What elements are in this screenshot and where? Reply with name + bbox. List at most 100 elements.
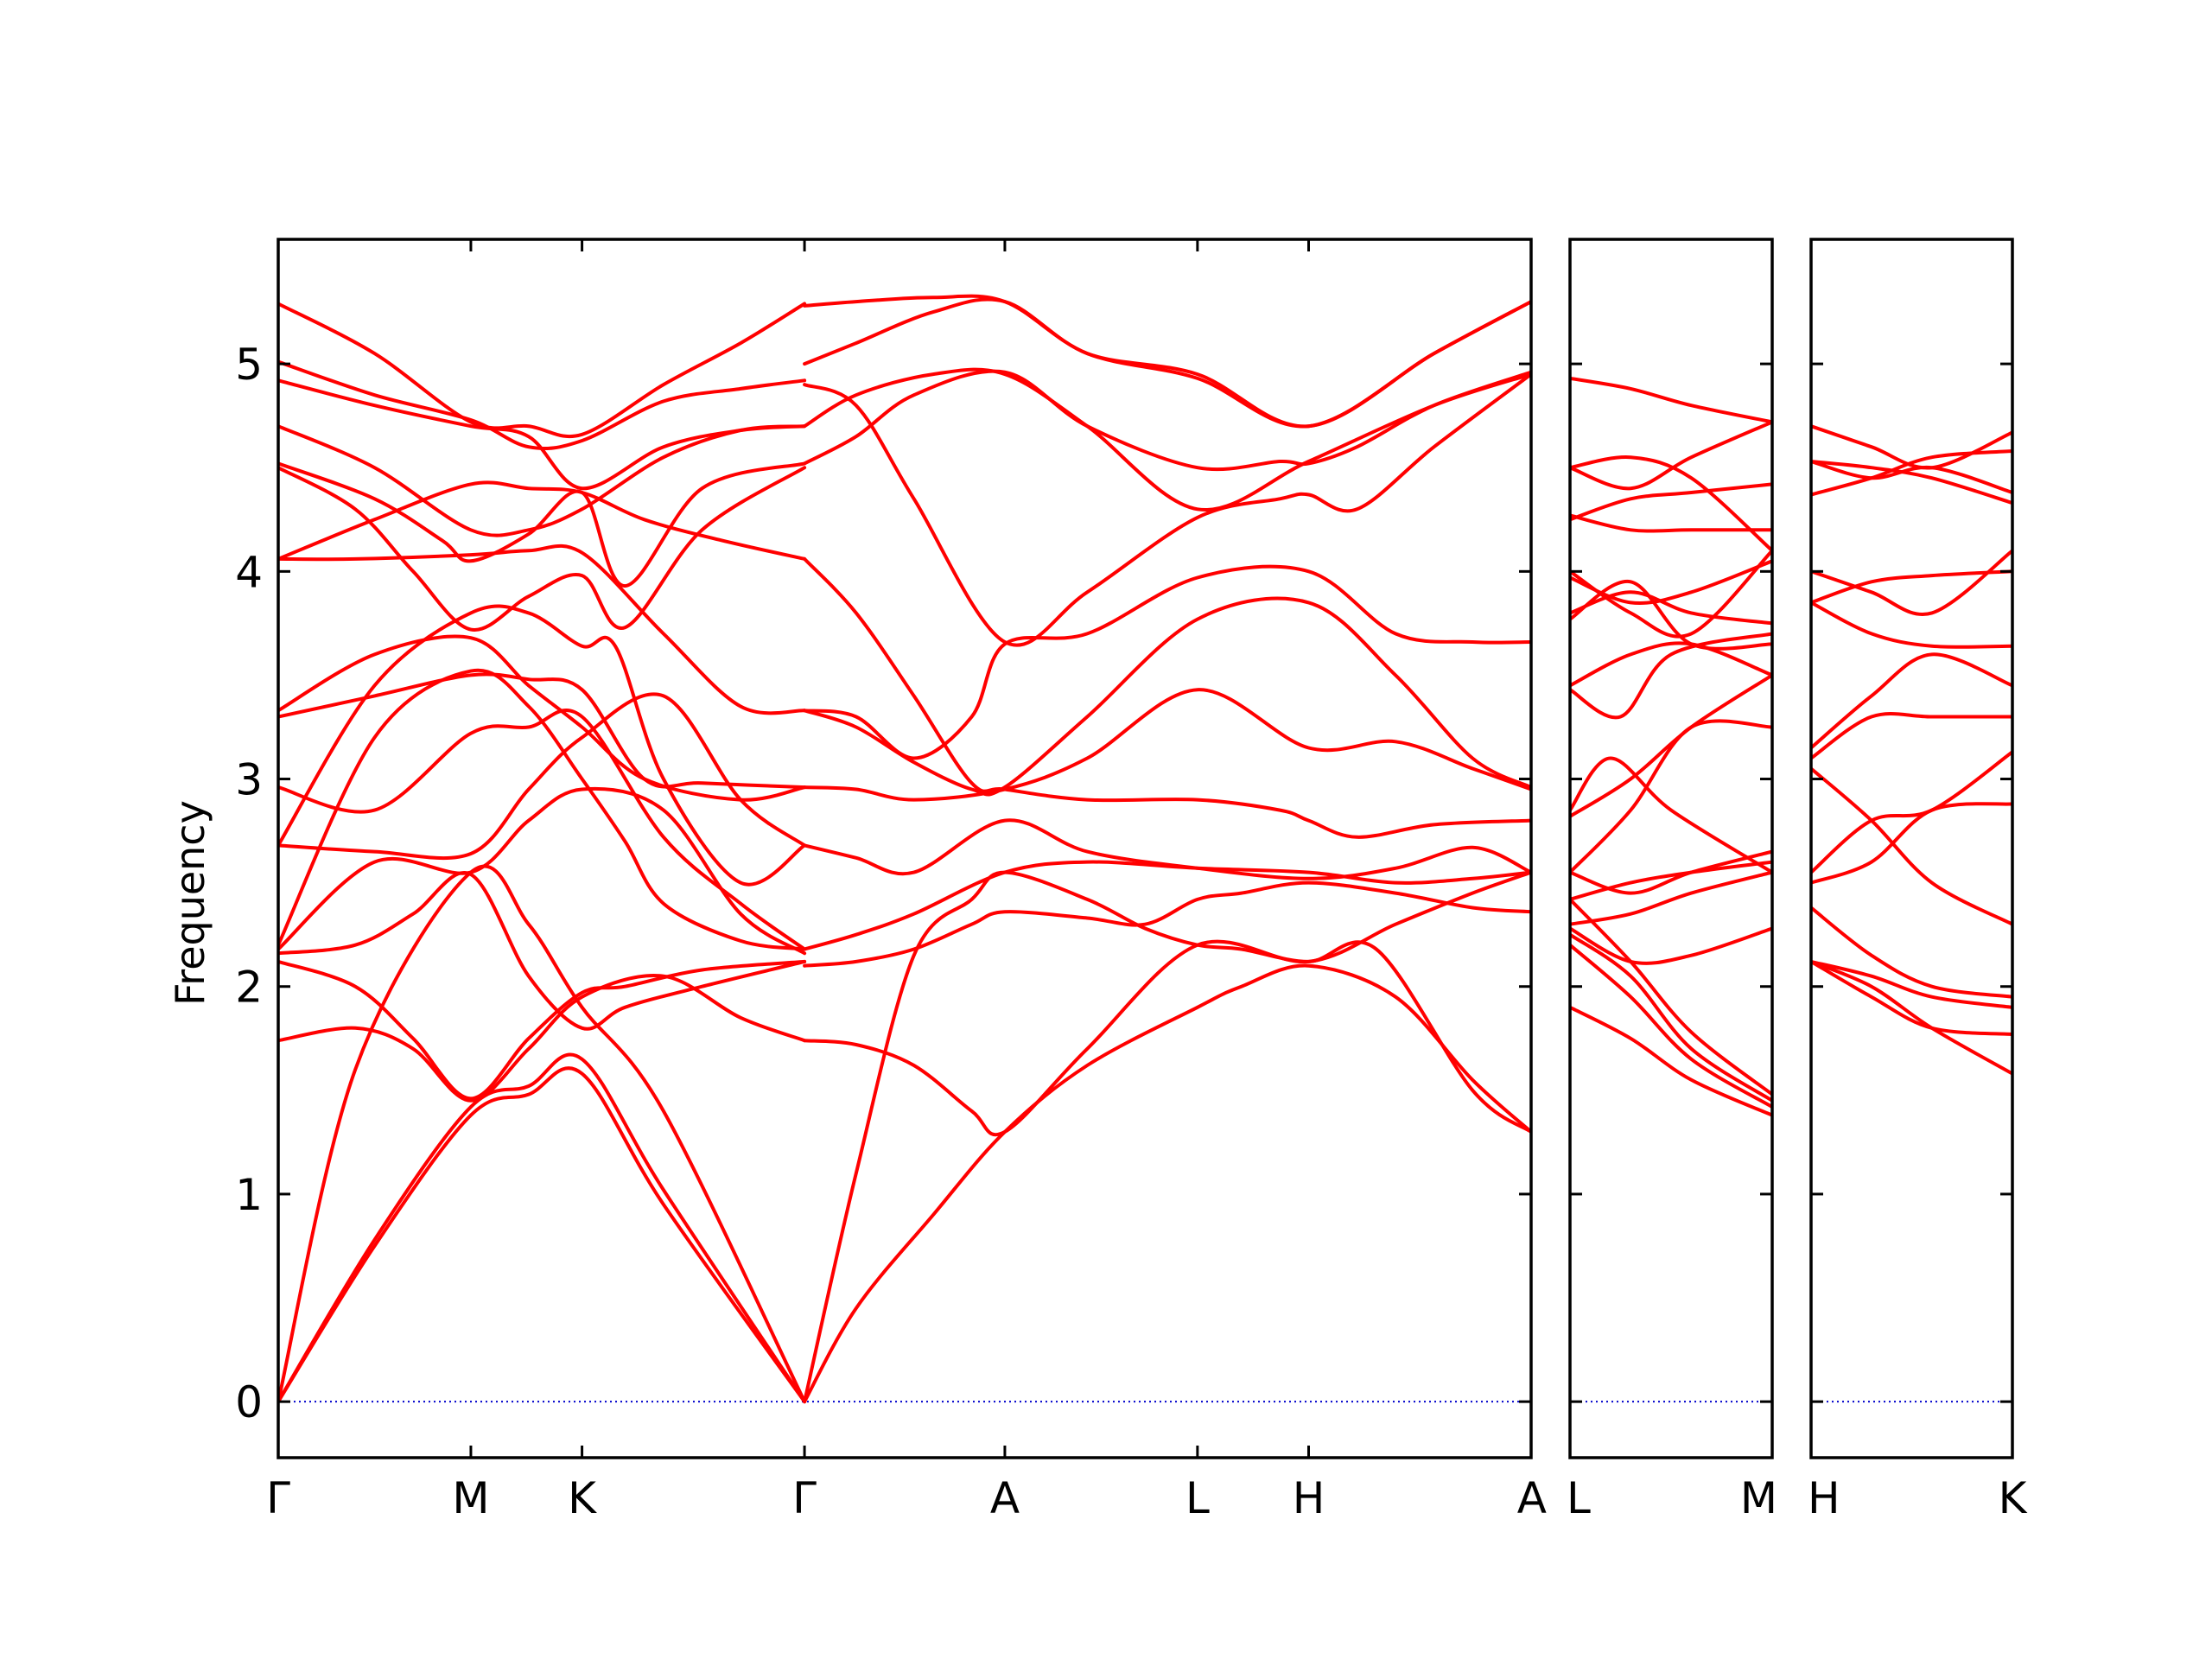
band-line-HK-3 <box>1811 959 2012 1009</box>
band-line-HK-1 <box>1811 959 2012 1076</box>
band-line-LM-12 <box>1570 632 1772 720</box>
band-line-main-25 <box>803 880 1531 968</box>
x-tick-label: M <box>452 1473 489 1523</box>
band-line-HK-7 <box>1811 766 2012 926</box>
y-tick-label: 1 <box>235 1170 263 1220</box>
band-line-LM-15 <box>1570 590 1772 626</box>
band-line-LM-3 <box>1570 932 1772 1103</box>
band-line-LM-2 <box>1570 943 1772 1109</box>
band-line-HK-5 <box>1811 802 2012 885</box>
band-line-HK-11 <box>1811 569 2012 605</box>
band-line-main-10 <box>278 672 807 790</box>
band-line-HK-9 <box>1811 652 2012 750</box>
band-line-main-22 <box>803 963 1531 1404</box>
y-tick-label: 2 <box>235 963 263 1013</box>
x-tick-label: H <box>1293 1473 1325 1523</box>
band-line-main-9 <box>278 709 807 951</box>
band-line-main-6 <box>278 871 807 1031</box>
x-tick-label: Γ <box>266 1473 290 1523</box>
band-line-main-27 <box>803 818 1531 880</box>
band-line-LM-11 <box>1570 673 1772 818</box>
band-line-main-32 <box>803 372 1531 647</box>
band-line-main-30 <box>803 564 1531 760</box>
band-line-main-14 <box>278 543 807 715</box>
band-line-HK-16 <box>1811 424 2012 470</box>
x-tick-label: L <box>1567 1473 1591 1523</box>
band-line-LM-4 <box>1570 897 1772 1096</box>
band-line-LM-17 <box>1570 549 1772 639</box>
band-line-LM-7 <box>1570 860 1772 901</box>
band-line-main-31 <box>803 556 1531 839</box>
y-tick-label: 0 <box>235 1377 263 1427</box>
band-line-main-1 <box>278 1066 807 1404</box>
band-line-LM-8 <box>1570 849 1772 895</box>
band-line-LM-10 <box>1570 719 1772 874</box>
band-line-main-36 <box>803 294 1531 429</box>
y-tick-label: 5 <box>235 340 263 390</box>
bands-main <box>278 294 1531 1404</box>
band-line-LM-20 <box>1570 455 1772 553</box>
band-line-main-4 <box>278 974 807 1103</box>
x-tick-label: M <box>1740 1473 1777 1523</box>
band-line-main-20 <box>278 359 807 450</box>
band-line-HK-15 <box>1811 460 2012 494</box>
band-line-main-19 <box>278 378 807 491</box>
band-line-main-12 <box>278 668 807 951</box>
panel-main: 0 1 2 3 4 5 Γ M K Γ A L H A <box>235 238 1547 1523</box>
band-line-main-29 <box>803 596 1531 797</box>
band-line-main-11 <box>278 634 807 802</box>
band-line-HK-4 <box>1811 906 2012 999</box>
x-tick-label: L <box>1185 1473 1210 1523</box>
band-line-main-7 <box>278 786 807 956</box>
panel-frame-LM <box>1568 238 1774 1459</box>
band-line-LM-9 <box>1570 756 1772 874</box>
band-line-main-28 <box>803 688 1531 802</box>
band-line-main-18 <box>278 424 807 537</box>
band-line-LM-19 <box>1570 513 1772 533</box>
band-line-main-3 <box>278 864 807 1404</box>
band-line-LM-21 <box>1570 420 1772 491</box>
band-line-LM-5 <box>1570 926 1772 965</box>
band-line-main-2 <box>278 1052 807 1404</box>
band-line-LM-14 <box>1570 580 1772 651</box>
band-line-main-34 <box>803 367 1531 512</box>
band-line-HK-6 <box>1811 750 2012 874</box>
band-line-LM-1 <box>1570 1005 1772 1117</box>
band-line-main-13 <box>278 604 807 887</box>
band-line-main-23 <box>803 870 1531 1404</box>
bands-LM <box>1570 376 1772 1117</box>
band-line-LM-6 <box>1570 870 1772 926</box>
band-line-HK-12 <box>1811 549 2012 616</box>
panel-frame-HK <box>1809 238 2014 1459</box>
y-axis-label: Frequency <box>167 800 213 1006</box>
panel-frame-main <box>276 238 1533 1459</box>
band-line-main-26 <box>803 860 1531 951</box>
y-tick-label: 3 <box>235 755 263 805</box>
band-line-HK-10 <box>1811 601 2012 649</box>
band-line-HK-2 <box>1811 959 2012 1036</box>
band-line-main-33 <box>803 369 1531 472</box>
x-tick-label: H <box>1808 1473 1840 1523</box>
band-line-LM-13 <box>1570 641 1772 688</box>
band-line-main-17 <box>278 461 807 588</box>
x-tick-label: K <box>1999 1473 2028 1523</box>
x-tick-label: Γ <box>792 1473 817 1523</box>
x-tick-label: K <box>568 1473 597 1523</box>
bands-HK <box>1811 424 2012 1076</box>
band-line-LM-22 <box>1570 376 1772 424</box>
band-line-LM-18 <box>1570 482 1772 522</box>
band-line-main-24 <box>803 870 1531 1137</box>
band-line-main-5 <box>278 959 807 1101</box>
band-line-main-16 <box>278 480 807 561</box>
band-line-HK-8 <box>1811 711 2012 760</box>
x-tick-label: A <box>990 1473 1020 1523</box>
band-line-main-15 <box>278 466 807 632</box>
y-tick-label: 4 <box>235 547 263 597</box>
band-line-LM-16 <box>1570 559 1772 605</box>
band-line-main-21 <box>278 302 807 439</box>
x-tick-label: A <box>1517 1473 1547 1523</box>
